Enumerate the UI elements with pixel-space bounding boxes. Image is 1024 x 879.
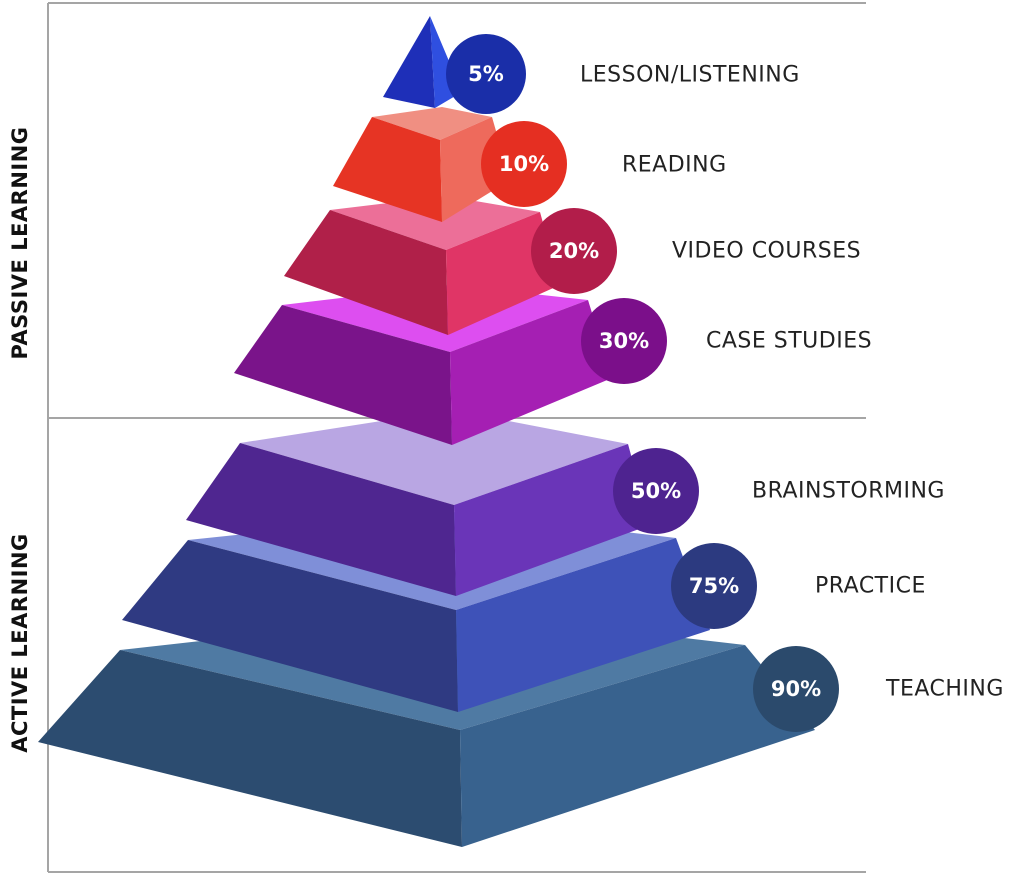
tier-left-face (234, 305, 452, 445)
level-label-video-courses: VIDEO COURSES (672, 239, 861, 264)
level-label-teaching: TEACHING (885, 677, 1004, 702)
level-label-lesson-listening: LESSON/LISTENING (580, 63, 800, 88)
level-label-brainstorming: BRAINSTORMING (752, 479, 945, 504)
tier-left-face (383, 16, 435, 108)
tier-left-face (38, 650, 462, 847)
tier-top-face (330, 196, 540, 250)
tier-left-face (122, 540, 458, 712)
percent-value: 90% (771, 677, 821, 701)
pyramid-tier-video-courses (284, 196, 560, 335)
percent-value: 5% (468, 62, 504, 86)
active-learning-label: ACTIVE LEARNING (8, 533, 32, 753)
tier-right-face (456, 538, 710, 712)
tier-right-face (450, 300, 612, 445)
tier-right-face (460, 645, 815, 847)
tier-top-face (240, 410, 628, 505)
percent-badge-practice: 75% (671, 543, 757, 629)
tier-right-face (454, 444, 650, 596)
tier-left-face (186, 443, 456, 596)
tier-left-face (284, 210, 448, 335)
percent-badge-video-courses: 20% (531, 208, 617, 294)
percent-badge-lesson-listening: 5% (446, 34, 526, 114)
percent-value: 50% (631, 479, 681, 503)
level-label-reading: READING (622, 153, 727, 178)
percent-badge-brainstorming: 50% (613, 448, 699, 534)
percent-badge-reading: 10% (481, 121, 567, 207)
level-label-case-studies: CASE STUDIES (706, 329, 872, 354)
percent-badge-case-studies: 30% (581, 298, 667, 384)
percent-value: 75% (689, 574, 739, 598)
tier-top-face (372, 107, 492, 140)
level-label-practice: PRACTICE (815, 574, 926, 599)
percent-value: 10% (499, 152, 549, 176)
pyramid-tier-brainstorming (186, 410, 650, 596)
tier-right-face (446, 212, 560, 335)
percent-badge-teaching: 90% (753, 646, 839, 732)
percent-value: 30% (599, 329, 649, 353)
passive-learning-label: PASSIVE LEARNING (8, 126, 32, 359)
percent-value: 20% (549, 239, 599, 263)
tier-left-face (333, 117, 442, 222)
